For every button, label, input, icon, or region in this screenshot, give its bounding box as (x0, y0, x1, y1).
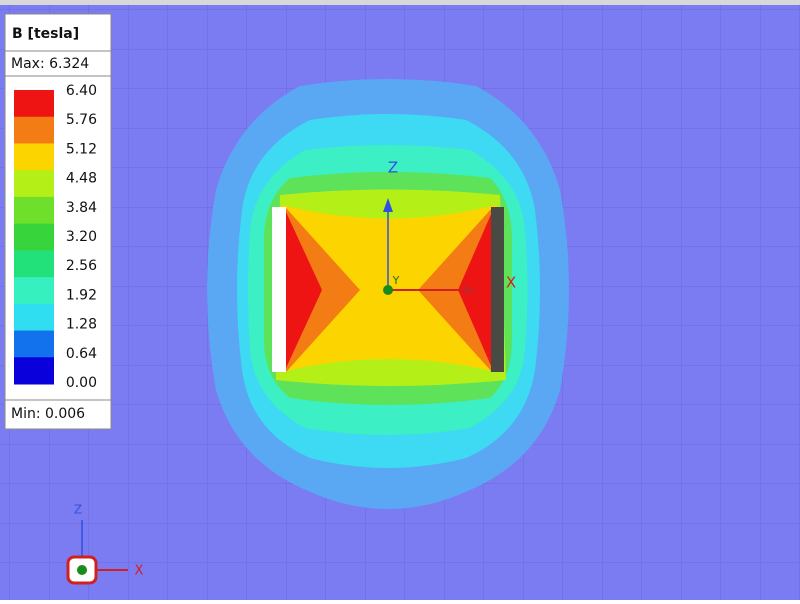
legend-level: 1.28 (66, 317, 97, 333)
legend-swatch (14, 223, 54, 251)
legend-swatch (14, 303, 54, 332)
legend-swatch (14, 116, 54, 144)
top-strip (0, 0, 800, 5)
legend-level: 3.84 (66, 200, 97, 216)
legend-level: 0.00 (66, 375, 97, 391)
triad-label-z: Z (74, 503, 82, 517)
legend-level: 3.20 (66, 229, 97, 245)
legend-level: 5.12 (66, 141, 97, 157)
axis-label-x: X (506, 274, 516, 292)
legend-level: 1.92 (66, 287, 97, 303)
legend-min: Min: 0.006 (11, 406, 85, 422)
legend-level: 6.40 (66, 83, 97, 99)
legend-level: 5.76 (66, 112, 97, 128)
legend-level: 4.48 (66, 171, 97, 187)
triad-label-x: X (135, 564, 144, 579)
legend-swatch (14, 357, 54, 385)
legend-swatch (14, 143, 54, 171)
orientation-triad: Z X (66, 503, 144, 585)
legend-max: Max: 6.324 (11, 56, 89, 72)
legend-level: 2.56 (66, 258, 97, 274)
legend-swatch (14, 250, 54, 278)
legend-swatch (14, 170, 54, 198)
axis-label-y: Y (392, 274, 400, 287)
legend-swatch (14, 196, 54, 225)
axis-label-z: Z (388, 159, 398, 177)
axes: Z Y X (383, 159, 516, 295)
legend: B [tesla] Max: 6.324 Min: 0.006 6.40 5.76… (4, 13, 112, 430)
legend-swatch (14, 277, 54, 305)
legend-title: B [tesla] (12, 26, 79, 42)
legend-level: 0.64 (66, 346, 97, 362)
legend-swatch (14, 90, 54, 118)
legend-swatch (14, 330, 54, 358)
